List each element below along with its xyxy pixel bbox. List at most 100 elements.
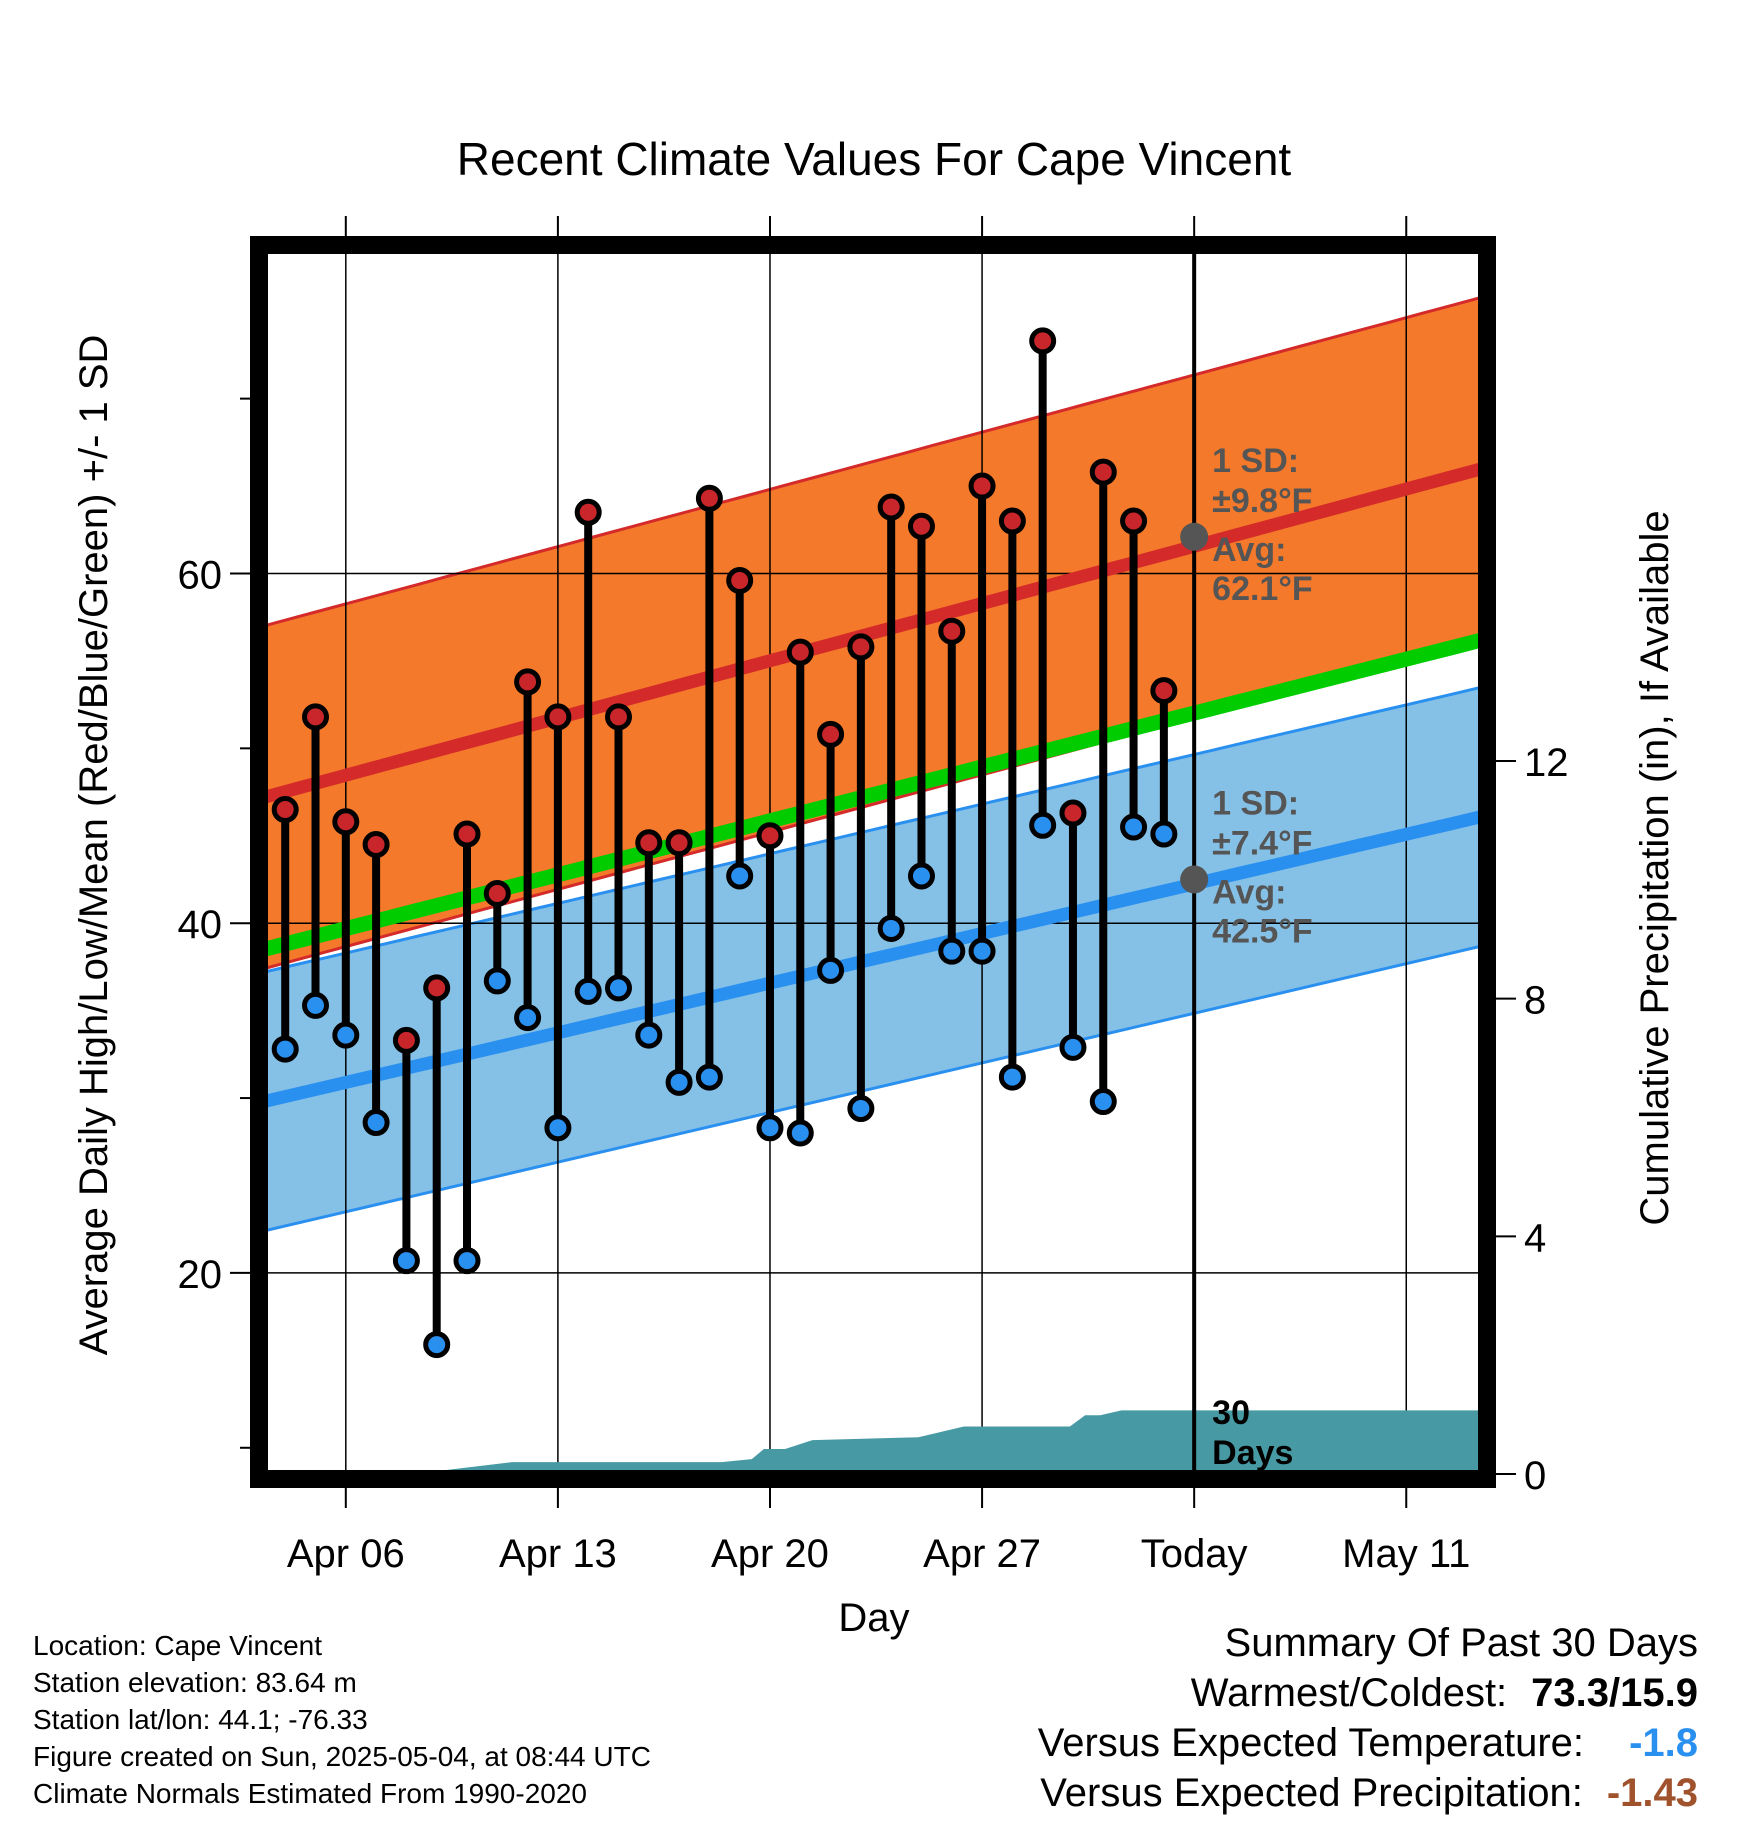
daily-high-point	[968, 472, 996, 500]
daily-high-point	[786, 638, 814, 666]
info-location: Location: Cape Vincent	[33, 1630, 323, 1661]
summary-warmest-row: Warmest/Coldest: 73.3/15.9	[1038, 1668, 1698, 1718]
high-avg-label: Avg:	[1212, 531, 1286, 569]
high-sd-upper-line	[264, 295, 1482, 628]
daily-low-point	[332, 1021, 360, 1049]
daily-high-point	[574, 498, 602, 526]
daily-high-point	[635, 829, 663, 857]
daily-high-point	[726, 566, 754, 594]
summary-precip-label: Versus Expected Precipitation:	[1040, 1771, 1583, 1815]
daily-high-point	[938, 617, 966, 645]
daily-low-point	[544, 1114, 572, 1142]
daily-low-point	[1059, 1033, 1087, 1061]
y-tick-label: 20	[178, 1253, 223, 1297]
daily-high-point	[1120, 507, 1148, 535]
daily-high-point	[544, 703, 572, 731]
x-tick-label: Apr 13	[499, 1532, 617, 1576]
y2-tick-label: 4	[1524, 1216, 1546, 1260]
info-elevation: Station elevation: 83.64 m	[33, 1667, 357, 1698]
daily-low-point	[392, 1247, 420, 1275]
x-tick-label: Apr 27	[923, 1532, 1041, 1576]
x-tick-label: Apr 06	[287, 1532, 405, 1576]
summary-warmest-value: 73.3/15.9	[1531, 1671, 1698, 1715]
daily-low-point	[695, 1063, 723, 1091]
daily-low-point	[847, 1095, 875, 1123]
cumulative-precip-area	[264, 1410, 1482, 1474]
x-tick-label: Today	[1141, 1532, 1248, 1576]
high-sd-value: ±9.8°F	[1212, 482, 1312, 520]
y2-axis-label: Cumulative Precipitation (in), If Availa…	[1633, 510, 1677, 1225]
chart-title: Recent Climate Values For Cape Vincent	[457, 133, 1292, 185]
daily-low-point	[877, 914, 905, 942]
daily-high-point	[1089, 458, 1117, 486]
daily-high-point	[423, 974, 451, 1002]
daily-low-point	[453, 1247, 481, 1275]
daily-low-point	[271, 1035, 299, 1063]
daily-low-point	[483, 967, 511, 995]
high-sd-label: 1 SD:	[1212, 442, 1299, 480]
y2-tick-label: 12	[1524, 741, 1569, 785]
summary-precip-value: -1.43	[1606, 1771, 1698, 1815]
daily-high-point	[332, 808, 360, 836]
station-info: Location: Cape Vincent Station elevation…	[33, 1627, 651, 1812]
daily-low-point	[817, 956, 845, 984]
summary-warmest-label: Warmest/Coldest:	[1190, 1671, 1508, 1715]
daily-high-point	[998, 507, 1026, 535]
daily-high-point	[817, 720, 845, 748]
daily-low-point	[998, 1063, 1026, 1091]
daily-high-point	[847, 633, 875, 661]
daily-low-point	[423, 1331, 451, 1359]
daily-high-point	[271, 796, 299, 824]
daily-high-point	[514, 668, 542, 696]
low-avg-label: Avg:	[1212, 873, 1286, 911]
x-axis-label: Day	[838, 1596, 909, 1640]
daily-high-point	[302, 703, 330, 731]
daily-low-point	[635, 1021, 663, 1049]
low-avg-value: 42.5°F	[1212, 912, 1313, 950]
normal-high-line	[264, 462, 1482, 804]
low-sd-label: 1 SD:	[1212, 784, 1299, 822]
daily-high-point	[1150, 677, 1178, 705]
daily-low-point	[756, 1114, 784, 1142]
daily-low-point	[968, 937, 996, 965]
daily-high-point	[756, 822, 784, 850]
y2-tick-label: 0	[1524, 1454, 1546, 1498]
daily-low-point	[786, 1119, 814, 1147]
today-low-avg-marker	[1180, 865, 1209, 894]
y-axis-label: Average Daily High/Low/Mean (Red/Blue/Gr…	[72, 335, 116, 1356]
daily-low-point	[1150, 820, 1178, 848]
daily-high-point	[604, 703, 632, 731]
daily-high-point	[695, 484, 723, 512]
daily-high-point	[907, 512, 935, 540]
daily-high-point	[483, 879, 511, 907]
daily-high-point	[665, 829, 693, 857]
x-tick-label: Apr 20	[711, 1532, 829, 1576]
daily-high-point	[453, 820, 481, 848]
daily-high-point	[877, 493, 905, 521]
daily-low-point	[302, 991, 330, 1019]
daily-low-point	[1089, 1088, 1117, 1116]
daily-low-point	[362, 1109, 390, 1137]
y-tick-label: 40	[178, 903, 223, 947]
daily-low-point	[938, 937, 966, 965]
y-tick-label: 60	[178, 553, 223, 597]
daily-low-point	[907, 862, 935, 890]
low-sd-value: ±7.4°F	[1212, 824, 1312, 862]
daily-high-point	[1029, 327, 1057, 355]
summary-panel: Summary Of Past 30 Days Warmest/Coldest:…	[1038, 1618, 1698, 1818]
days-count-label: 30	[1212, 1394, 1250, 1432]
daily-low-point	[574, 977, 602, 1005]
high-avg-value: 62.1°F	[1212, 570, 1313, 608]
y2-tick-label: 8	[1524, 979, 1546, 1023]
daily-low-point	[726, 862, 754, 890]
daily-high-point	[362, 831, 390, 859]
summary-temp-row: Versus Expected Temperature: -1.8	[1038, 1718, 1698, 1768]
daily-low-point	[665, 1068, 693, 1096]
info-latlon: Station lat/lon: 44.1; -76.33	[33, 1704, 368, 1735]
summary-temp-label: Versus Expected Temperature:	[1037, 1721, 1584, 1765]
plot-frame	[250, 236, 1496, 1488]
summary-title: Summary Of Past 30 Days	[1224, 1621, 1698, 1665]
info-created: Figure created on Sun, 2025-05-04, at 08…	[33, 1741, 651, 1772]
